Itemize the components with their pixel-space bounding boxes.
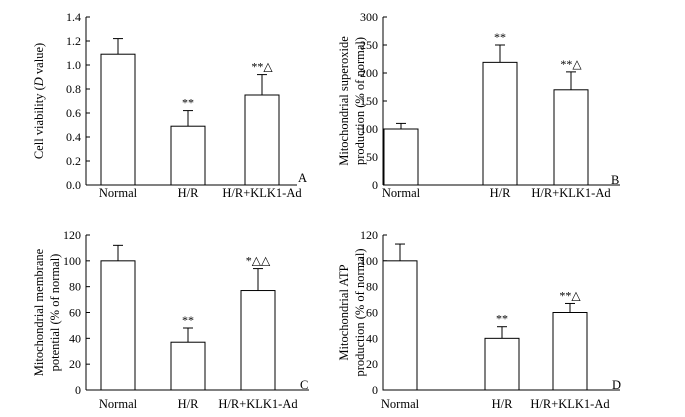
panel-a-y-axis-title: Cell viability (D value) bbox=[32, 43, 46, 159]
panel-c-category-label: Normal bbox=[99, 397, 138, 411]
panel-a-bar bbox=[100, 53, 136, 186]
panel-b-y-axis-title-line: production (% of normal) bbox=[353, 37, 367, 165]
panel-b-significance-label: **△ bbox=[560, 57, 582, 71]
panel-d-category-label: H/R bbox=[492, 397, 514, 411]
panel-c-y-tick-label: 0 bbox=[75, 383, 81, 397]
panel-a-y-tick-label: 0.6 bbox=[66, 106, 81, 120]
panel-d-significance-label: ** bbox=[496, 312, 508, 326]
panel-c-y-tick-label: 20 bbox=[69, 357, 81, 371]
panel-b-bar bbox=[482, 61, 518, 186]
panel-b-bar bbox=[553, 89, 589, 186]
panel-b-y-tick-label: 150 bbox=[360, 94, 378, 108]
panel-c-y-tick-label: 60 bbox=[69, 306, 81, 320]
panel-c-y-tick-label: 100 bbox=[63, 254, 81, 268]
panel-d-significance-label: **△ bbox=[559, 288, 581, 302]
panel-d-y-axis-title-line: production (% of normal) bbox=[353, 248, 367, 376]
panel-d-letter: D bbox=[612, 378, 621, 392]
panel-b-category-label: H/R+KLK1-Ad bbox=[531, 186, 611, 200]
panel-b-category-label: Normal bbox=[382, 186, 421, 200]
panel-b-y-tick-label: 0 bbox=[372, 178, 378, 192]
panel-a-y-tick-label: 0.2 bbox=[66, 154, 81, 168]
panel-c-category-label: H/R bbox=[178, 397, 200, 411]
panel-d-bar bbox=[484, 337, 520, 391]
panel-b-y-axis-title-line: Mitochondrial superoxide bbox=[337, 36, 351, 166]
panel-c-category-label: H/R+KLK1-Ad bbox=[218, 397, 298, 411]
panel-c-significance-label: ** bbox=[182, 313, 194, 327]
panel-a-y-tick-label: 0.8 bbox=[66, 82, 81, 96]
panel-c-y-axis-title-line: potential (% of normal) bbox=[48, 254, 62, 372]
panel-b-chart: 0 50 100 150 200 250 300 Mitochondrial superoxi… bbox=[337, 10, 620, 200]
panel-d-y-tick-label: 100 bbox=[360, 254, 378, 268]
panel-b-y-tick-label: 100 bbox=[360, 122, 378, 136]
panel-d-bar bbox=[552, 312, 588, 391]
panel-d-y-tick-label: 40 bbox=[366, 331, 378, 345]
panel-d-bar bbox=[382, 260, 418, 391]
panel-a-bar bbox=[244, 94, 280, 186]
panel-b-significance-label: ** bbox=[494, 30, 506, 44]
panel-c-bar bbox=[170, 341, 206, 391]
panel-a-y-tick-label: 1.4 bbox=[66, 10, 81, 24]
panel-d-category-label: Normal bbox=[381, 397, 420, 411]
panel-a-y-tick-label: 0.4 bbox=[66, 130, 81, 144]
panel-d-y-tick-label: 80 bbox=[366, 280, 378, 294]
panel-b-y-tick-label: 300 bbox=[360, 10, 378, 24]
panel-b-category-label: H/R bbox=[490, 186, 512, 200]
panel-c-y-axis-title-line: Mitochondrial membrane bbox=[32, 248, 46, 376]
panel-a-significance-label: **△ bbox=[251, 60, 273, 74]
panel-b-bar bbox=[383, 128, 419, 186]
panel-c-y-tick-label: 40 bbox=[69, 331, 81, 345]
panel-d-y-axis-title-line: Mitochondrial ATP bbox=[337, 264, 351, 360]
panel-d-y-tick-label: 120 bbox=[360, 228, 378, 242]
panel-a-y-tick-label: 1.2 bbox=[66, 34, 81, 48]
panel-a-category-label: H/R bbox=[178, 186, 200, 200]
panel-a-bar bbox=[170, 125, 206, 186]
panel-a-chart: 0.0 0.2 0.4 0.6 0.8 1.0 1.2 1.4 Cell viability (… bbox=[32, 10, 307, 200]
panel-b-y-tick-label: 250 bbox=[360, 38, 378, 52]
panel-a-letter: A bbox=[298, 171, 307, 185]
panel-a-y-tick-label: 1.0 bbox=[66, 58, 81, 72]
panel-a-significance-label: ** bbox=[182, 96, 194, 110]
panel-c-y-tick-label: 120 bbox=[63, 228, 81, 242]
panel-c-bar bbox=[100, 260, 136, 391]
panel-d-y-tick-label: 60 bbox=[366, 306, 378, 320]
panel-d-category-label: H/R+KLK1-Ad bbox=[530, 397, 610, 411]
panel-d-y-tick-label: 0 bbox=[372, 383, 378, 397]
panel-c-significance-label: *△△ bbox=[246, 254, 271, 268]
panel-a-category-label: Normal bbox=[99, 186, 138, 200]
panel-c-bar bbox=[240, 290, 276, 391]
panel-c-letter: C bbox=[300, 378, 308, 392]
panel-b-y-tick-label: 200 bbox=[360, 66, 378, 80]
panel-b-letter: B bbox=[611, 173, 619, 187]
panel-d-y-tick-label: 20 bbox=[366, 357, 378, 371]
panel-c-y-tick-label: 80 bbox=[69, 280, 81, 294]
panel-b-y-tick-label: 50 bbox=[366, 150, 378, 164]
panel-c-chart: 0 20 40 60 80 100 120 Mitochondrial membrane pot… bbox=[32, 228, 309, 411]
panel-a-category-label: H/R+KLK1-Ad bbox=[222, 186, 302, 200]
panel-d-chart: 0 20 40 60 80 100 120 Mitochondrial ATP producti… bbox=[337, 228, 621, 411]
panel-a-y-tick-label: 0.0 bbox=[66, 178, 81, 192]
